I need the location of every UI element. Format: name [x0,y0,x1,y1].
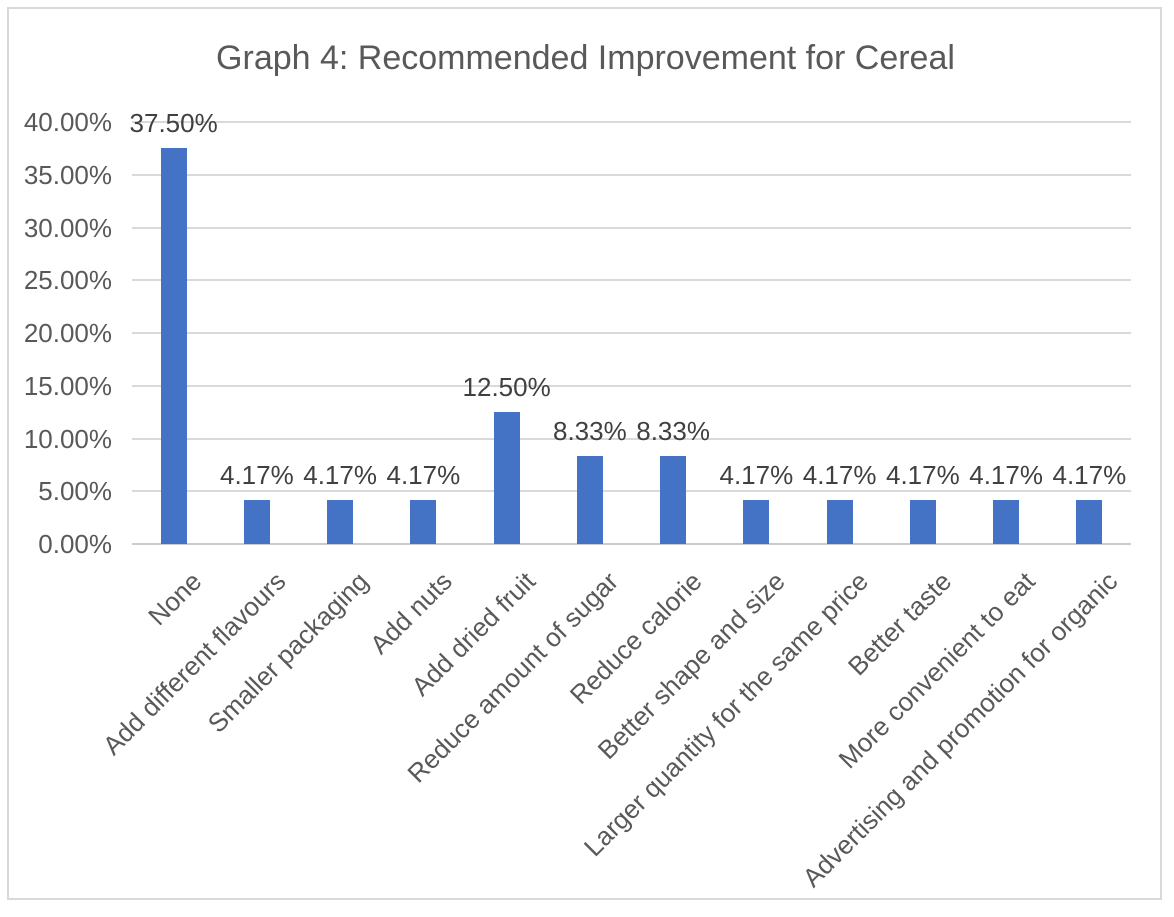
gridline [132,173,1131,176]
gridline [132,332,1131,334]
data-label: 8.33% [553,416,627,447]
data-label: 4.17% [220,460,294,490]
bar [243,500,270,544]
gridline [132,543,1131,545]
bar [160,148,187,544]
bar [993,500,1020,544]
bar [576,456,603,544]
chart-border-frame [7,7,1162,900]
bar [327,500,354,544]
gridline [132,226,1131,229]
data-label: 4.17% [719,460,794,490]
y-axis-tick-label: 40.00% [23,107,112,137]
data-label: 4.17% [969,460,1043,490]
gridline [132,279,1131,282]
bar [909,500,936,544]
bar [660,456,687,544]
y-axis-tick-label: 35.00% [23,159,112,190]
bar [826,500,853,544]
y-axis-tick-label: 15.00% [23,370,112,401]
bar [493,412,520,544]
data-label: 37.50% [129,108,218,139]
bar [743,500,770,544]
data-label: 12.50% [462,372,551,403]
y-axis-tick-label: 30.00% [23,212,112,243]
y-axis-tick-label: 20.00% [23,318,112,348]
y-axis-tick-label: 10.00% [23,423,112,454]
gridline [132,490,1131,493]
gridline [132,437,1131,440]
gridline [132,384,1131,387]
data-label: 4.17% [886,460,960,490]
data-label: 4.17% [386,460,461,490]
bar [410,500,437,544]
data-label: 4.17% [303,460,377,490]
y-axis-tick-label: 25.00% [23,265,112,296]
y-axis-tick-label: 5.00% [38,476,112,507]
data-label: 8.33% [636,416,710,447]
chart-title: Graph 4: Recommended Improvement for Cer… [216,39,955,77]
data-label: 4.17% [1052,460,1127,490]
bar [1076,500,1103,544]
y-axis-tick-label: 0.00% [38,529,112,559]
gridline [132,121,1131,123]
data-label: 4.17% [802,460,877,490]
